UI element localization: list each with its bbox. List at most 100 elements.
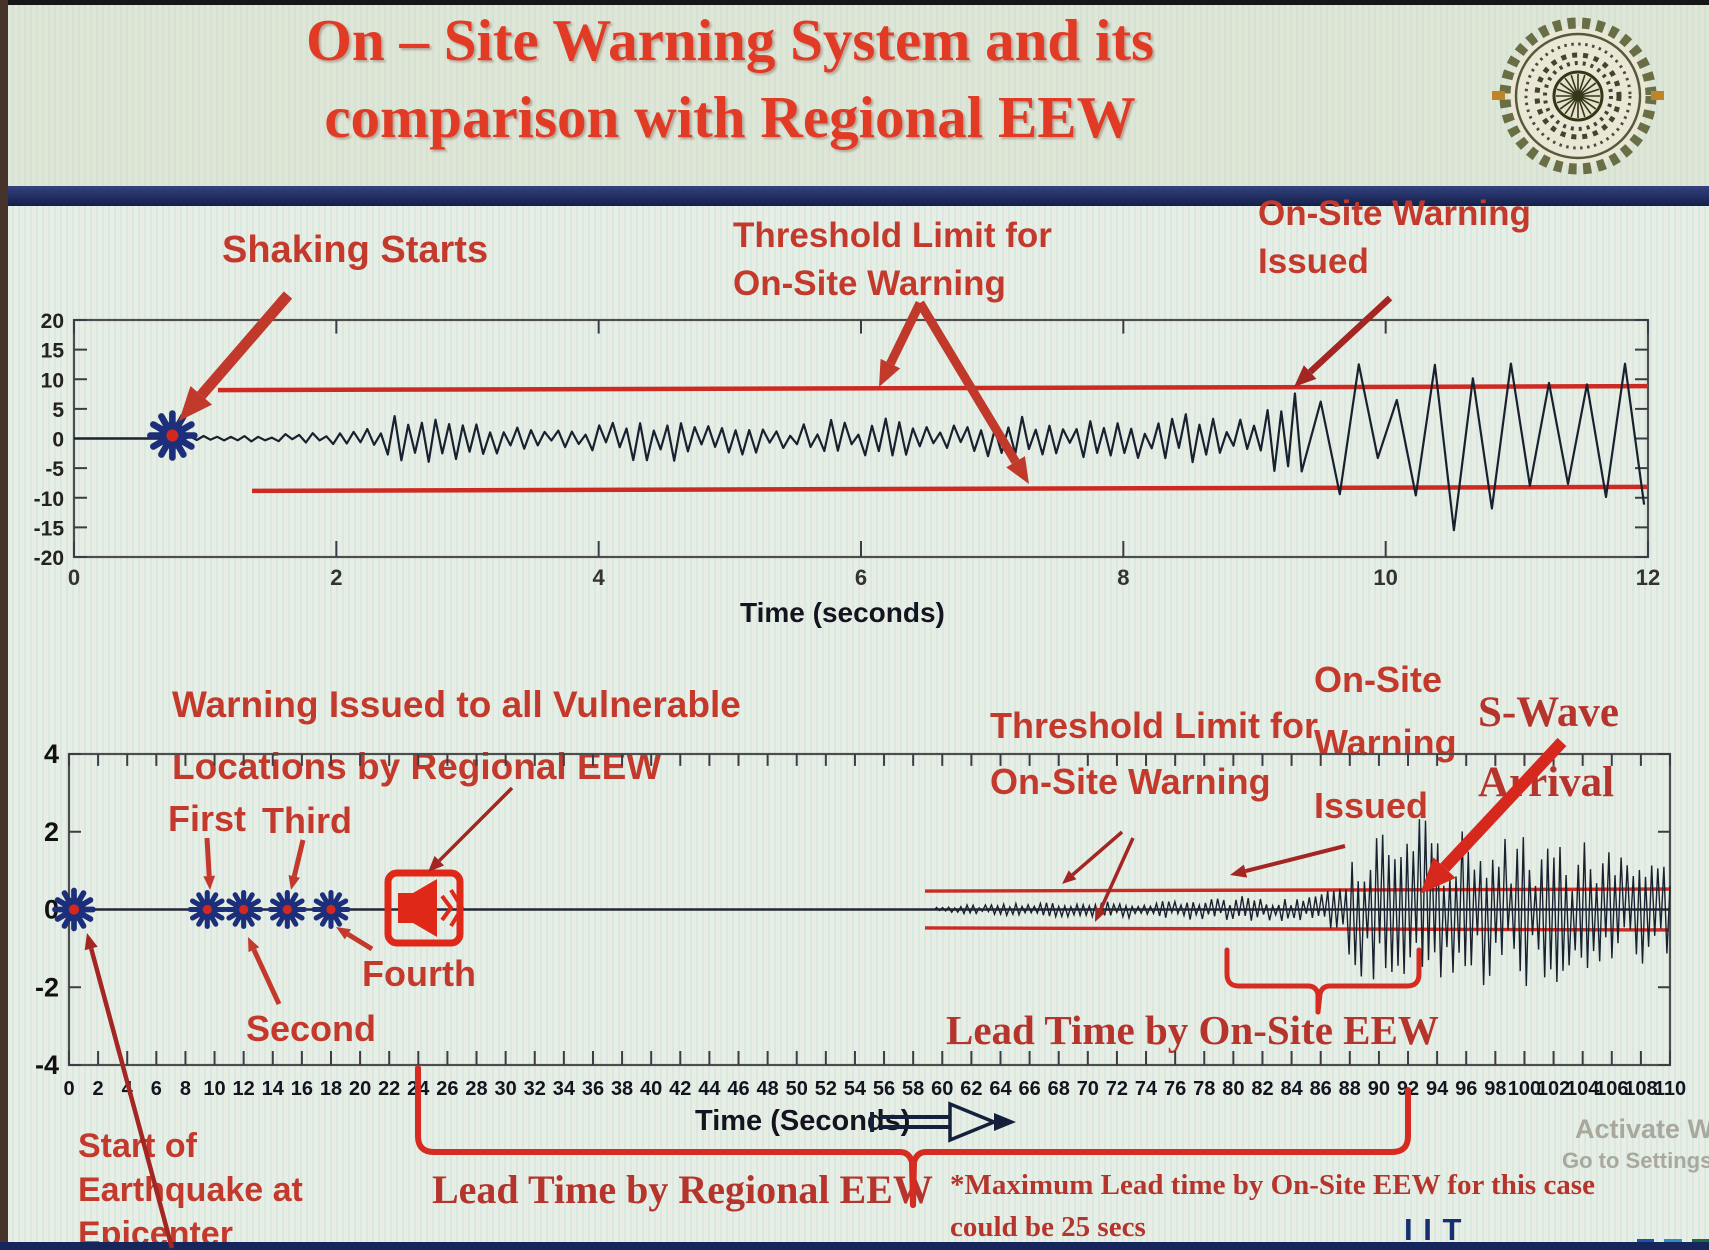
tick-label: 80 xyxy=(1222,1078,1244,1100)
tick-label: 64 xyxy=(989,1078,1012,1100)
tick-label: 70 xyxy=(1077,1078,1099,1100)
bottom-threshold-lines xyxy=(924,887,1671,932)
detection-star-marker xyxy=(147,410,198,461)
vulnerable-line1: Warning Issued to all Vulnerable xyxy=(172,684,741,725)
onsite-bottom-line1: On-Site xyxy=(1314,659,1443,700)
label-second: Second xyxy=(246,1008,377,1049)
tick-label: 44 xyxy=(698,1078,721,1100)
tick-label: 98 xyxy=(1484,1078,1506,1100)
photo-edge-bottom xyxy=(0,1242,1709,1250)
tick-label: 92 xyxy=(1397,1078,1419,1100)
start-line1: Start of xyxy=(78,1127,197,1165)
tick-label: -5 xyxy=(45,458,64,481)
tick-label: 20 xyxy=(349,1078,371,1100)
label-fourth: Fourth xyxy=(362,953,476,994)
tick-label: 60 xyxy=(931,1078,953,1100)
tick-label: 20 xyxy=(41,310,64,333)
tick-label: 0 xyxy=(52,429,64,452)
onsite-bottom-line2: Warning xyxy=(1314,722,1457,763)
tick-label: 8 xyxy=(1117,565,1129,590)
tick-label: 0 xyxy=(63,1078,74,1100)
detection-star-marker xyxy=(52,887,96,932)
tick-label: 110 xyxy=(1654,1078,1686,1100)
tick-label: 82 xyxy=(1251,1078,1273,1100)
tick-label: 2 xyxy=(330,565,342,590)
label-shaking-starts: Shaking Starts xyxy=(222,229,489,271)
tick-label: 56 xyxy=(873,1078,895,1100)
tick-label: 2 xyxy=(93,1078,104,1100)
tick-label: 76 xyxy=(1164,1078,1186,1100)
tick-label: 84 xyxy=(1280,1078,1303,1100)
start-line2: Earthquake at xyxy=(78,1171,303,1209)
tick-label: 28 xyxy=(465,1078,487,1100)
tick-label: 30 xyxy=(495,1078,517,1100)
tick-label: 24 xyxy=(407,1078,430,1100)
tick-label: 66 xyxy=(1018,1078,1040,1100)
tick-label: 32 xyxy=(524,1078,546,1100)
tick-label: 100 xyxy=(1508,1078,1541,1100)
tick-label: 78 xyxy=(1193,1078,1215,1100)
tick-label: 86 xyxy=(1310,1078,1332,1100)
swave-line2: Arrival xyxy=(1478,759,1615,806)
swave-line1: S-Wave xyxy=(1478,689,1619,736)
tick-label: 72 xyxy=(1106,1078,1128,1100)
header-band xyxy=(0,5,1709,186)
top-shaking-start-marker xyxy=(147,410,198,461)
tick-label: 96 xyxy=(1455,1078,1477,1100)
label-lead-time-onsite: Lead Time by On-Site EEW xyxy=(946,1007,1439,1053)
activate-windows-watermark: Activate Wi xyxy=(1575,1114,1709,1144)
top-threshold-lines xyxy=(217,383,1649,494)
label-threshold-limit-bottom: Threshold Limit for On-Site Warning xyxy=(990,698,1318,810)
threshold-bottom-line1: Threshold Limit for xyxy=(990,705,1318,746)
threshold-top-line2: On-Site Warning xyxy=(733,264,1006,303)
title-line-1: On – Site Warning System and its xyxy=(305,7,1154,73)
regional-detection-markers xyxy=(52,887,351,932)
tick-label: 0 xyxy=(68,565,80,590)
tick-label: -2 xyxy=(35,972,59,1002)
tick-label: 15 xyxy=(41,340,65,363)
top-chart-tick-labels: 0 2 4 6 8 10 12 20 15 10 5 0 -5 -10 -15 -20 xyxy=(34,310,1661,590)
note-line1: *Maximum Lead time by On-Site EEW for th… xyxy=(950,1169,1595,1201)
tick-label: 106 xyxy=(1595,1078,1628,1100)
detection-star-marker xyxy=(267,889,307,930)
tick-label: 12 xyxy=(233,1078,255,1100)
tick-label: 34 xyxy=(553,1078,576,1100)
tick-label: 16 xyxy=(291,1078,313,1100)
tick-label: 4 xyxy=(122,1078,134,1100)
tick-label: 14 xyxy=(262,1078,285,1100)
tick-label: 8 xyxy=(180,1078,191,1100)
threshold-top-line1: Threshold Limit for xyxy=(733,216,1052,255)
tick-label: 2 xyxy=(44,817,59,847)
title-line-2: comparison with Regional EEW xyxy=(324,84,1136,150)
top-xaxis-title: Time (seconds) xyxy=(740,597,945,628)
photo-edge-top xyxy=(0,0,1709,5)
tick-label: 40 xyxy=(640,1078,662,1100)
slide-title: On – Site Warning System and its compari… xyxy=(40,2,1420,156)
label-warning-vulnerable: Warning Issued to all Vulnerable Locatio… xyxy=(172,674,741,798)
tick-label: 5 xyxy=(52,399,64,422)
tick-label: 10 xyxy=(41,369,64,392)
label-third: Third xyxy=(262,800,352,841)
tick-label: 88 xyxy=(1339,1078,1361,1100)
tick-label: 0 xyxy=(44,895,59,925)
tick-label: 26 xyxy=(436,1078,458,1100)
tick-label: 68 xyxy=(1048,1078,1070,1100)
tick-label: 42 xyxy=(669,1078,691,1100)
detection-star-marker xyxy=(311,889,351,930)
label-threshold-limit-top: Threshold Limit for On-Site Warning xyxy=(733,212,1052,308)
label-swave-arrival: S-Wave Arrival xyxy=(1478,678,1619,818)
photo-edge-left xyxy=(0,0,8,1250)
top-chart-axes xyxy=(72,318,1650,559)
tick-label: 6 xyxy=(855,565,867,590)
label-first: First xyxy=(168,798,247,839)
tick-label: 38 xyxy=(611,1078,633,1100)
vulnerable-line2: Locations by Regional EEW xyxy=(172,746,662,787)
tick-label: 46 xyxy=(727,1078,749,1100)
label-start-epicenter: Start of Earthquake at Epicenter xyxy=(78,1124,303,1250)
bottom-xaxis-title: Time (Seconds) xyxy=(695,1105,911,1137)
tick-label: 94 xyxy=(1426,1078,1449,1100)
tick-label: 6 xyxy=(151,1078,162,1100)
tick-label: 104 xyxy=(1566,1078,1600,1100)
tick-label: -10 xyxy=(34,488,64,511)
